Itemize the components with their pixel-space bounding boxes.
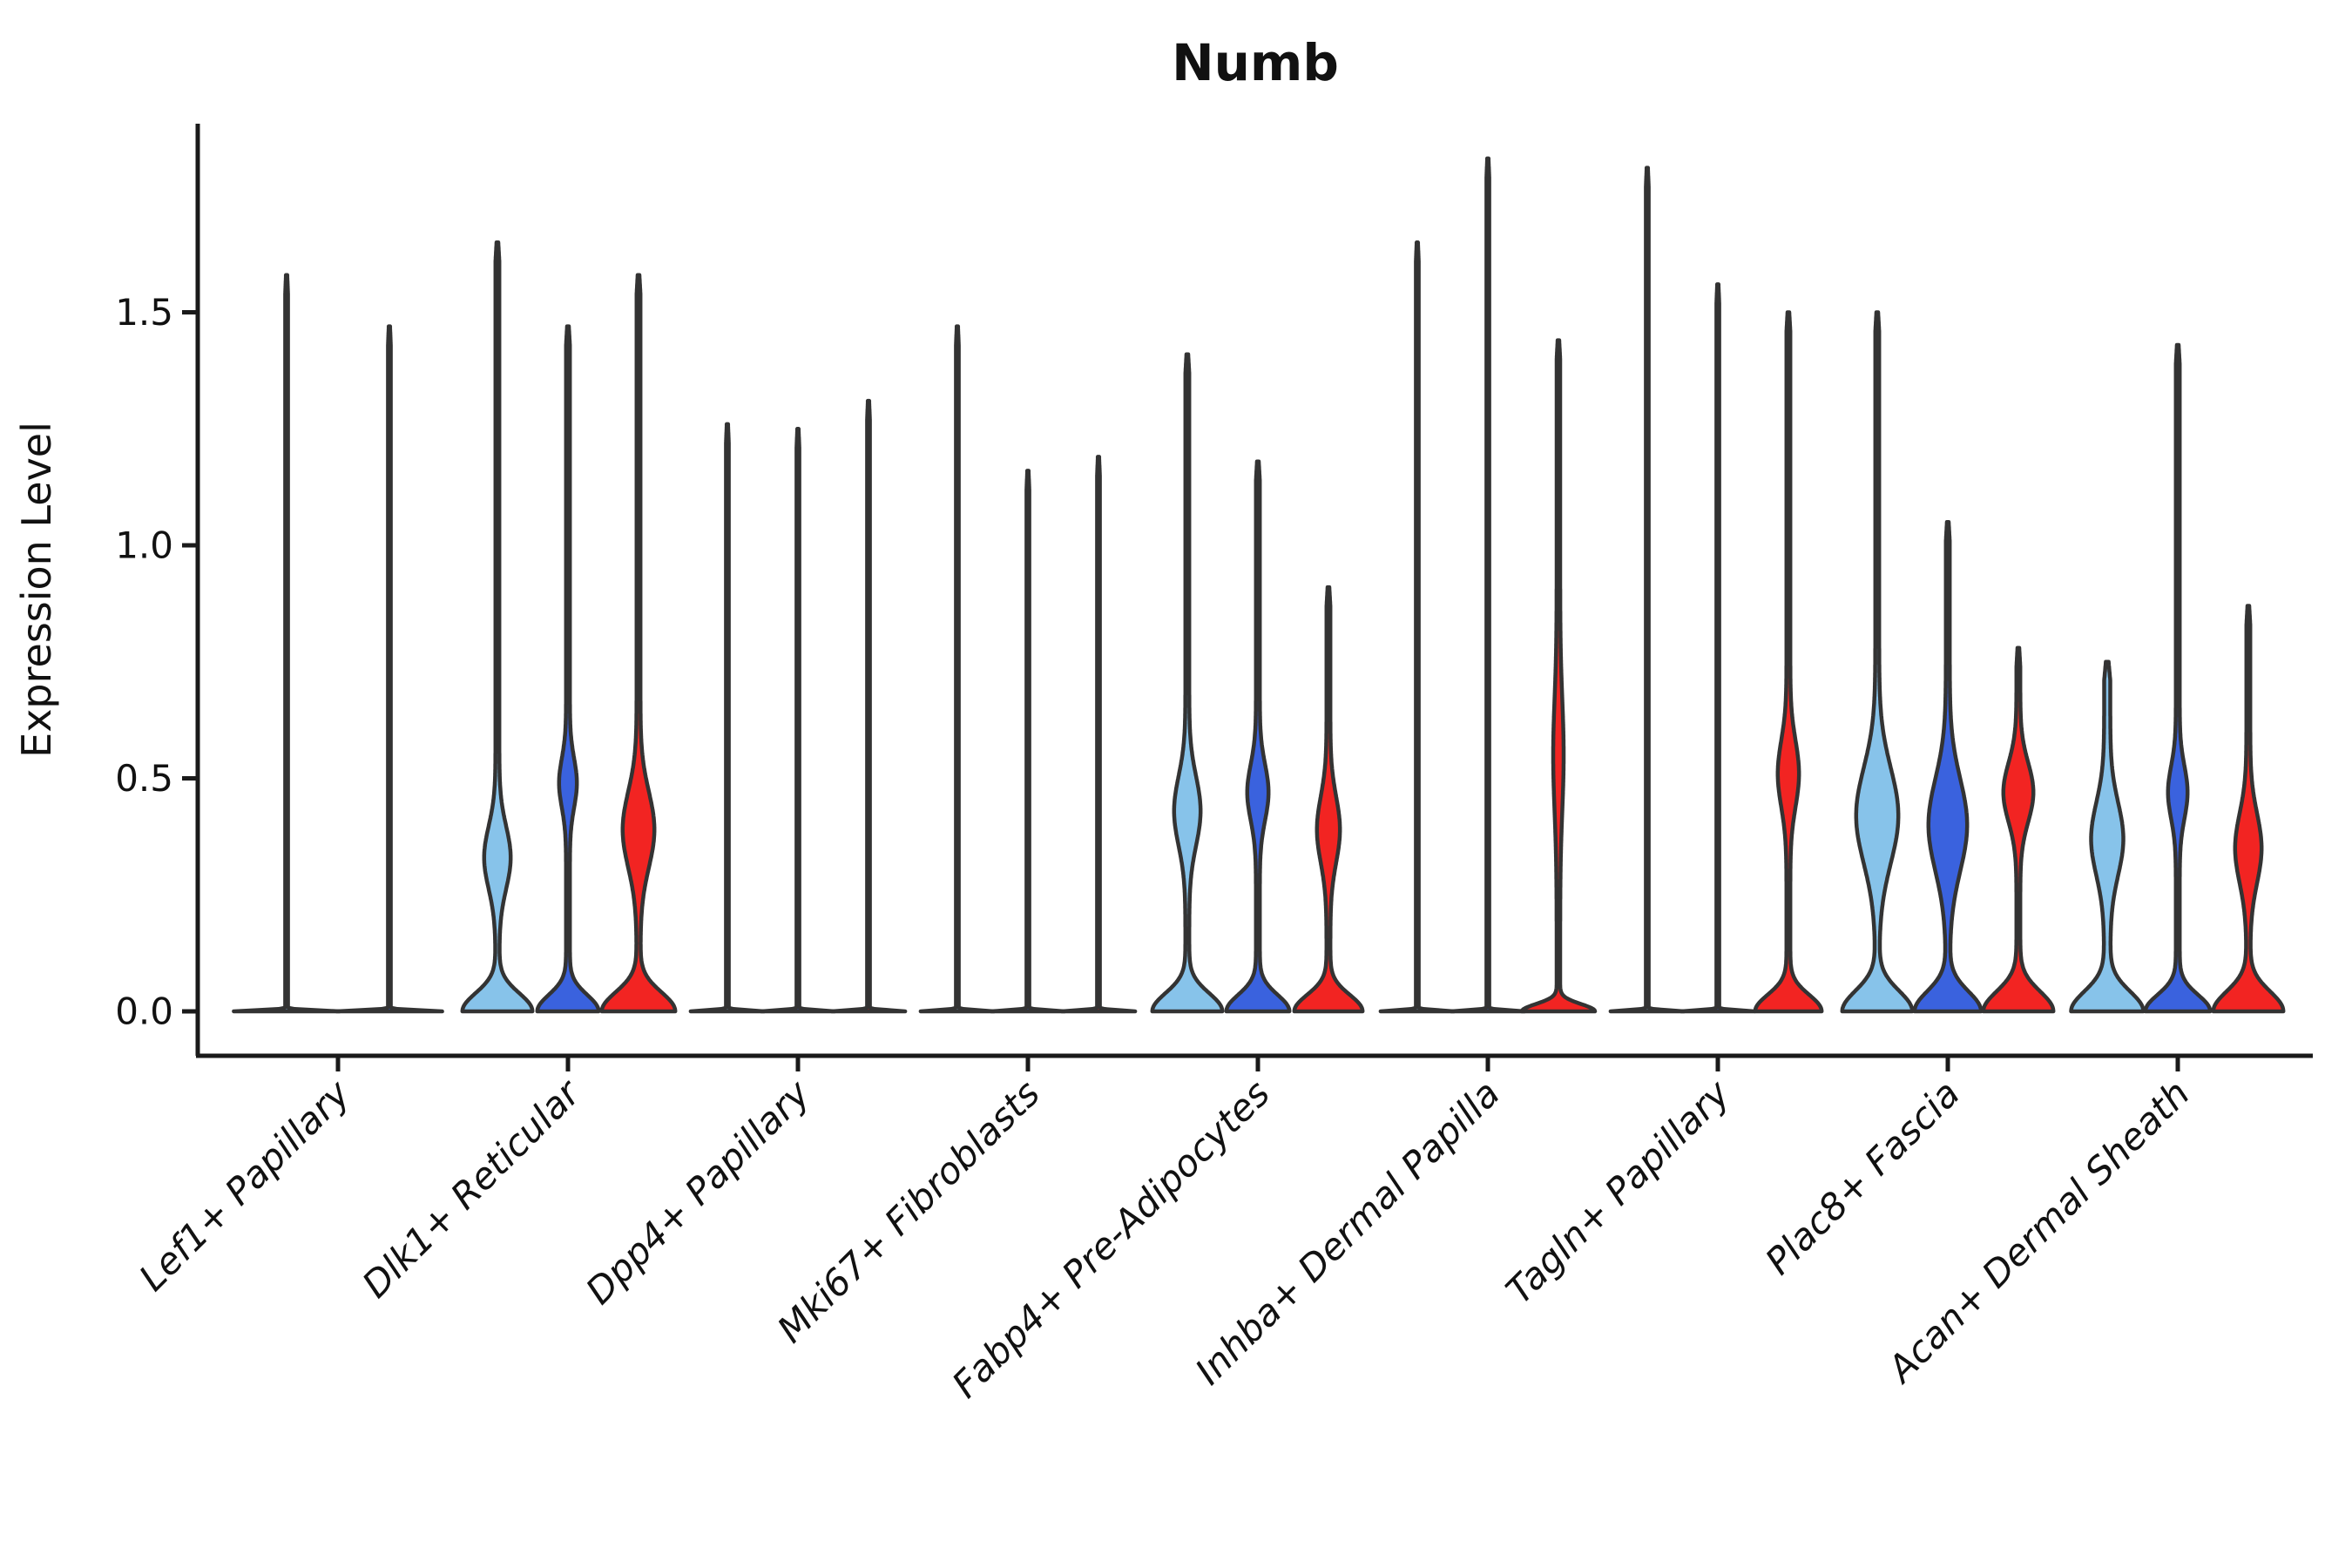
y-tick-label: 0.0 <box>115 990 173 1033</box>
violin-inhba-dermal-papilla-s1 <box>1449 156 1527 1014</box>
violin-fabp4-pre-adipocytes-s2 <box>1292 585 1365 1014</box>
violin-dlk1-reticular-s0 <box>460 240 535 1014</box>
violin-mki67-fibroblasts-s0 <box>918 324 997 1014</box>
violin-dpp4-papillary-s0 <box>688 422 767 1014</box>
y-tick-label: 0.5 <box>115 757 173 800</box>
violin-plac8-fascia-s1 <box>1912 520 1984 1014</box>
violin-plac8-fascia-s0 <box>1840 310 1915 1014</box>
violin-mki67-fibroblasts-s2 <box>1059 455 1138 1014</box>
plot-title: Numb <box>1172 33 1339 92</box>
violin-dlk1-reticular-s1 <box>535 324 601 1014</box>
violin-tagln-papillary-s0 <box>1608 166 1686 1014</box>
violin-dpp4-papillary-s2 <box>829 398 908 1014</box>
violin-mki67-fibroblasts-s1 <box>989 469 1067 1014</box>
axes <box>182 124 2313 1071</box>
violin-acan-dermal-sheath-s0 <box>2069 659 2146 1014</box>
x-tick-label: Plac8+ Fascia <box>1757 1071 1968 1282</box>
y-tick-label: 1.0 <box>115 524 173 567</box>
violin-inhba-dermal-papilla-s0 <box>1378 240 1456 1014</box>
y-axis-label: Expression Level <box>13 422 60 758</box>
x-tick-label: Tagln+ Papillary <box>1497 1071 1739 1313</box>
violin-acan-dermal-sheath-s2 <box>2211 604 2286 1014</box>
violin-fabp4-pre-adipocytes-s0 <box>1150 352 1225 1014</box>
x-tick-label: Dpp4+ Papillary <box>578 1071 819 1313</box>
violin-shapes <box>232 156 2286 1014</box>
violin-acan-dermal-sheath-s1 <box>2143 342 2213 1014</box>
violin-inhba-dermal-papilla-s2 <box>1519 338 1598 1014</box>
violin-lef1-papillary-s1 <box>335 324 444 1014</box>
violin-fabp4-pre-adipocytes-s1 <box>1224 459 1292 1014</box>
x-tick-label: Lef1+ Papillary <box>131 1071 359 1300</box>
violin-tagln-papillary-s1 <box>1679 282 1757 1014</box>
x-tick-label: Mki67+ Fibroblasts <box>769 1071 1048 1350</box>
y-tick-label: 1.5 <box>115 291 173 334</box>
x-tick-label: Dlk1+ Reticular <box>354 1070 590 1306</box>
violin-dpp4-papillary-s1 <box>759 427 837 1014</box>
violin-lef1-papillary-s0 <box>232 273 341 1014</box>
violin-tagln-papillary-s2 <box>1753 310 1824 1014</box>
violin-dlk1-reticular-s2 <box>599 273 678 1014</box>
violin-plac8-fascia-s2 <box>1981 645 2056 1014</box>
